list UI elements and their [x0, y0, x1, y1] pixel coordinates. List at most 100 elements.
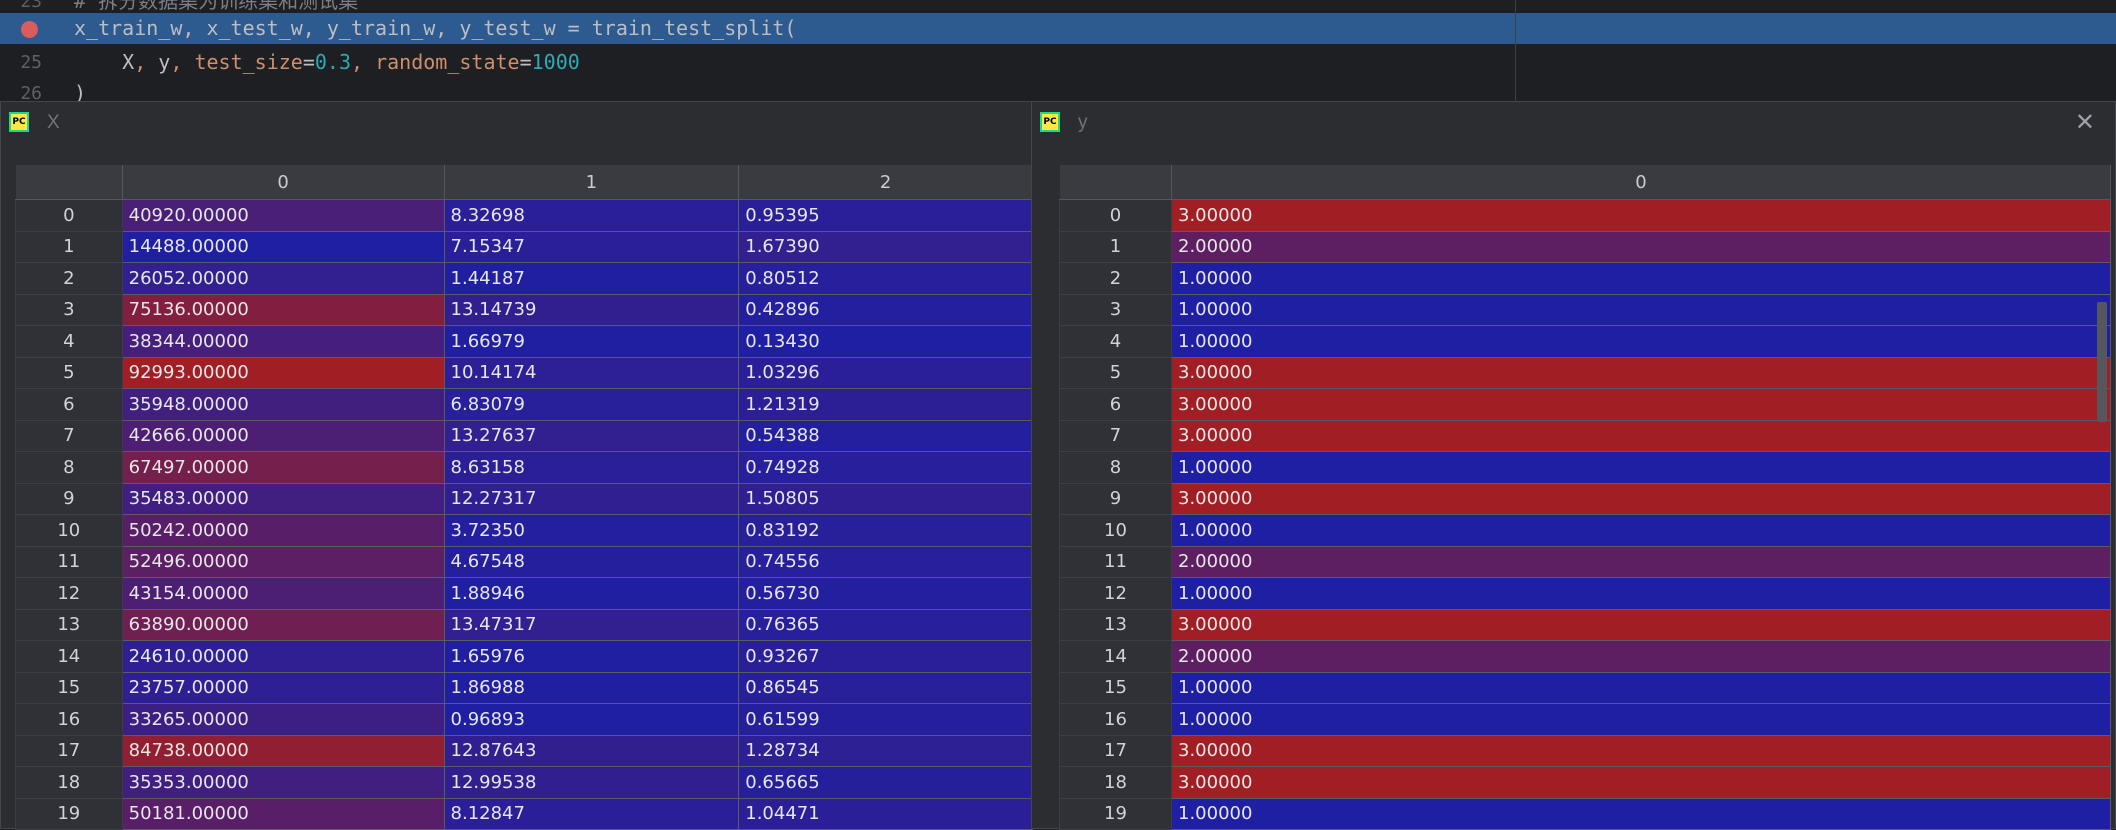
- table-cell[interactable]: 0.86545: [738, 671, 1033, 704]
- table-cell[interactable]: 0.74928: [738, 451, 1033, 484]
- table-cell[interactable]: 0.74556: [738, 545, 1033, 578]
- table-cell[interactable]: 1.28734: [738, 734, 1033, 767]
- column-header[interactable]: 0: [122, 165, 445, 200]
- table-row[interactable]: 18 35353.00000 12.99538 0.65665: [15, 766, 1033, 799]
- table-row[interactable]: 15 23757.00000 1.86988 0.86545: [15, 671, 1033, 704]
- table-row[interactable]: 12 43154.00000 1.88946 0.56730: [15, 577, 1033, 610]
- table-cell[interactable]: 0.93267: [738, 640, 1033, 673]
- table-row[interactable]: 18 3.00000: [1059, 766, 2111, 799]
- table-cell[interactable]: 0.65665: [738, 766, 1033, 799]
- table-row[interactable]: 11 2.00000: [1059, 545, 2111, 578]
- table-cell[interactable]: 1.00000: [1171, 703, 2111, 736]
- table-cell[interactable]: 40920.00000: [121, 199, 445, 232]
- table-cell[interactable]: 1.88946: [443, 577, 740, 610]
- window-titlebar[interactable]: PC y ✕: [1032, 102, 2115, 146]
- table-cell[interactable]: 13.27637: [443, 419, 740, 452]
- table-cell[interactable]: 1.00000: [1171, 514, 2111, 547]
- table-cell[interactable]: 2.00000: [1171, 230, 2111, 263]
- table-row[interactable]: 10 50242.00000 3.72350 0.83192: [15, 514, 1033, 547]
- table-cell[interactable]: 63890.00000: [121, 608, 445, 641]
- table-row[interactable]: 7 42666.00000 13.27637 0.54388: [15, 419, 1033, 452]
- table-cell[interactable]: 6.83079: [443, 388, 740, 421]
- table-row[interactable]: 9 35483.00000 12.27317 1.50805: [15, 482, 1033, 515]
- table-cell[interactable]: 24610.00000: [121, 640, 445, 673]
- data-table-x[interactable]: 0 1 2 0 40920.00000 8.32698 0.95395 1 14488.0…: [15, 165, 1033, 830]
- table-cell[interactable]: 3.00000: [1171, 199, 2111, 232]
- dataframe-viewer-x[interactable]: PC X 0 1 2 0 40920.00000 8.32698 0.95395 1 14…: [0, 101, 1033, 830]
- table-cell[interactable]: 26052.00000: [121, 262, 445, 295]
- table-cell[interactable]: 3.00000: [1171, 608, 2111, 641]
- table-cell[interactable]: 1.00000: [1171, 797, 2111, 830]
- table-cell[interactable]: 84738.00000: [121, 734, 445, 767]
- table-cell[interactable]: 1.00000: [1171, 262, 2111, 295]
- table-cell[interactable]: 3.00000: [1171, 419, 2111, 452]
- table-cell[interactable]: 75136.00000: [121, 293, 445, 326]
- table-row[interactable]: 5 92993.00000 10.14174 1.03296: [15, 356, 1033, 389]
- table-cell[interactable]: 2.00000: [1171, 640, 2111, 673]
- data-table-y[interactable]: 0 0 3.00000 1 2.00000 2 1.00000 3 1.00000 4 1.000…: [1059, 165, 2111, 830]
- table-row[interactable]: 1 14488.00000 7.15347 1.67390: [15, 230, 1033, 263]
- table-cell[interactable]: 1.86988: [443, 671, 740, 704]
- table-cell[interactable]: 1.65976: [443, 640, 740, 673]
- table-cell[interactable]: 23757.00000: [121, 671, 445, 704]
- table-row[interactable]: 4 38344.00000 1.66979 0.13430: [15, 325, 1033, 358]
- table-cell[interactable]: 3.72350: [443, 514, 740, 547]
- table-cell[interactable]: 1.21319: [738, 388, 1033, 421]
- table-cell[interactable]: 3.00000: [1171, 482, 2111, 515]
- table-cell[interactable]: 13.47317: [443, 608, 740, 641]
- table-cell[interactable]: 1.00000: [1171, 451, 2111, 484]
- table-row[interactable]: 12 1.00000: [1059, 577, 2111, 610]
- table-row[interactable]: 14 24610.00000 1.65976 0.93267: [15, 640, 1033, 673]
- table-row[interactable]: 15 1.00000: [1059, 671, 2111, 704]
- table-row[interactable]: 13 63890.00000 13.47317 0.76365: [15, 608, 1033, 641]
- table-row[interactable]: 16 33265.00000 0.96893 0.61599: [15, 703, 1033, 736]
- table-row[interactable]: 11 52496.00000 4.67548 0.74556: [15, 545, 1033, 578]
- column-header[interactable]: 1: [444, 165, 740, 200]
- table-cell[interactable]: 38344.00000: [121, 325, 445, 358]
- table-cell[interactable]: 42666.00000: [121, 419, 445, 452]
- table-cell[interactable]: 1.00000: [1171, 293, 2111, 326]
- table-row[interactable]: 4 1.00000: [1059, 325, 2111, 358]
- table-row[interactable]: 19 1.00000: [1059, 797, 2111, 830]
- table-row[interactable]: 1 2.00000: [1059, 230, 2111, 263]
- code-editor[interactable]: 23 # 拆分数据集为训练集和测试集 x_train_w, x_test_w, …: [0, 0, 2116, 110]
- table-cell[interactable]: 3.00000: [1171, 388, 2111, 421]
- table-cell[interactable]: 8.32698: [443, 199, 740, 232]
- table-row[interactable]: 9 3.00000: [1059, 482, 2111, 515]
- table-cell[interactable]: 50242.00000: [121, 514, 445, 547]
- breakpoint-icon[interactable]: [21, 21, 38, 38]
- table-row[interactable]: 0 40920.00000 8.32698 0.95395: [15, 199, 1033, 232]
- table-cell[interactable]: 0.76365: [738, 608, 1033, 641]
- table-row[interactable]: 6 35948.00000 6.83079 1.21319: [15, 388, 1033, 421]
- table-cell[interactable]: 0.61599: [738, 703, 1033, 736]
- table-cell[interactable]: 33265.00000: [121, 703, 445, 736]
- table-cell[interactable]: 43154.00000: [121, 577, 445, 610]
- table-row[interactable]: 19 50181.00000 8.12847 1.04471: [15, 797, 1033, 830]
- table-cell[interactable]: 4.67548: [443, 545, 740, 578]
- dataframe-viewer-y[interactable]: PC y ✕ 0 0 3.00000 1 2.00000 2 1.00000 3 1.0000…: [1031, 101, 2116, 830]
- table-cell[interactable]: 8.63158: [443, 451, 740, 484]
- table-cell[interactable]: 35483.00000: [121, 482, 445, 515]
- table-cell[interactable]: 1.44187: [443, 262, 740, 295]
- table-cell[interactable]: 13.14739: [443, 293, 740, 326]
- table-cell[interactable]: 50181.00000: [121, 797, 445, 830]
- table-cell[interactable]: 3.00000: [1171, 766, 2111, 799]
- table-row[interactable]: 0 3.00000: [1059, 199, 2111, 232]
- table-cell[interactable]: 7.15347: [443, 230, 740, 263]
- table-cell[interactable]: 0.54388: [738, 419, 1033, 452]
- table-row[interactable]: 3 1.00000: [1059, 293, 2111, 326]
- column-header[interactable]: 2: [738, 165, 1033, 200]
- table-cell[interactable]: 12.27317: [443, 482, 740, 515]
- table-cell[interactable]: 1.67390: [738, 230, 1033, 263]
- table-row[interactable]: 10 1.00000: [1059, 514, 2111, 547]
- table-cell[interactable]: 3.00000: [1171, 734, 2111, 767]
- table-cell[interactable]: 1.00000: [1171, 671, 2111, 704]
- table-cell[interactable]: 1.03296: [738, 356, 1033, 389]
- table-row[interactable]: 17 84738.00000 12.87643 1.28734: [15, 734, 1033, 767]
- table-cell[interactable]: 0.56730: [738, 577, 1033, 610]
- table-cell[interactable]: 12.99538: [443, 766, 740, 799]
- column-header[interactable]: 0: [1171, 165, 2111, 200]
- table-cell[interactable]: 14488.00000: [121, 230, 445, 263]
- table-cell[interactable]: 0.95395: [738, 199, 1033, 232]
- table-row[interactable]: 8 67497.00000 8.63158 0.74928: [15, 451, 1033, 484]
